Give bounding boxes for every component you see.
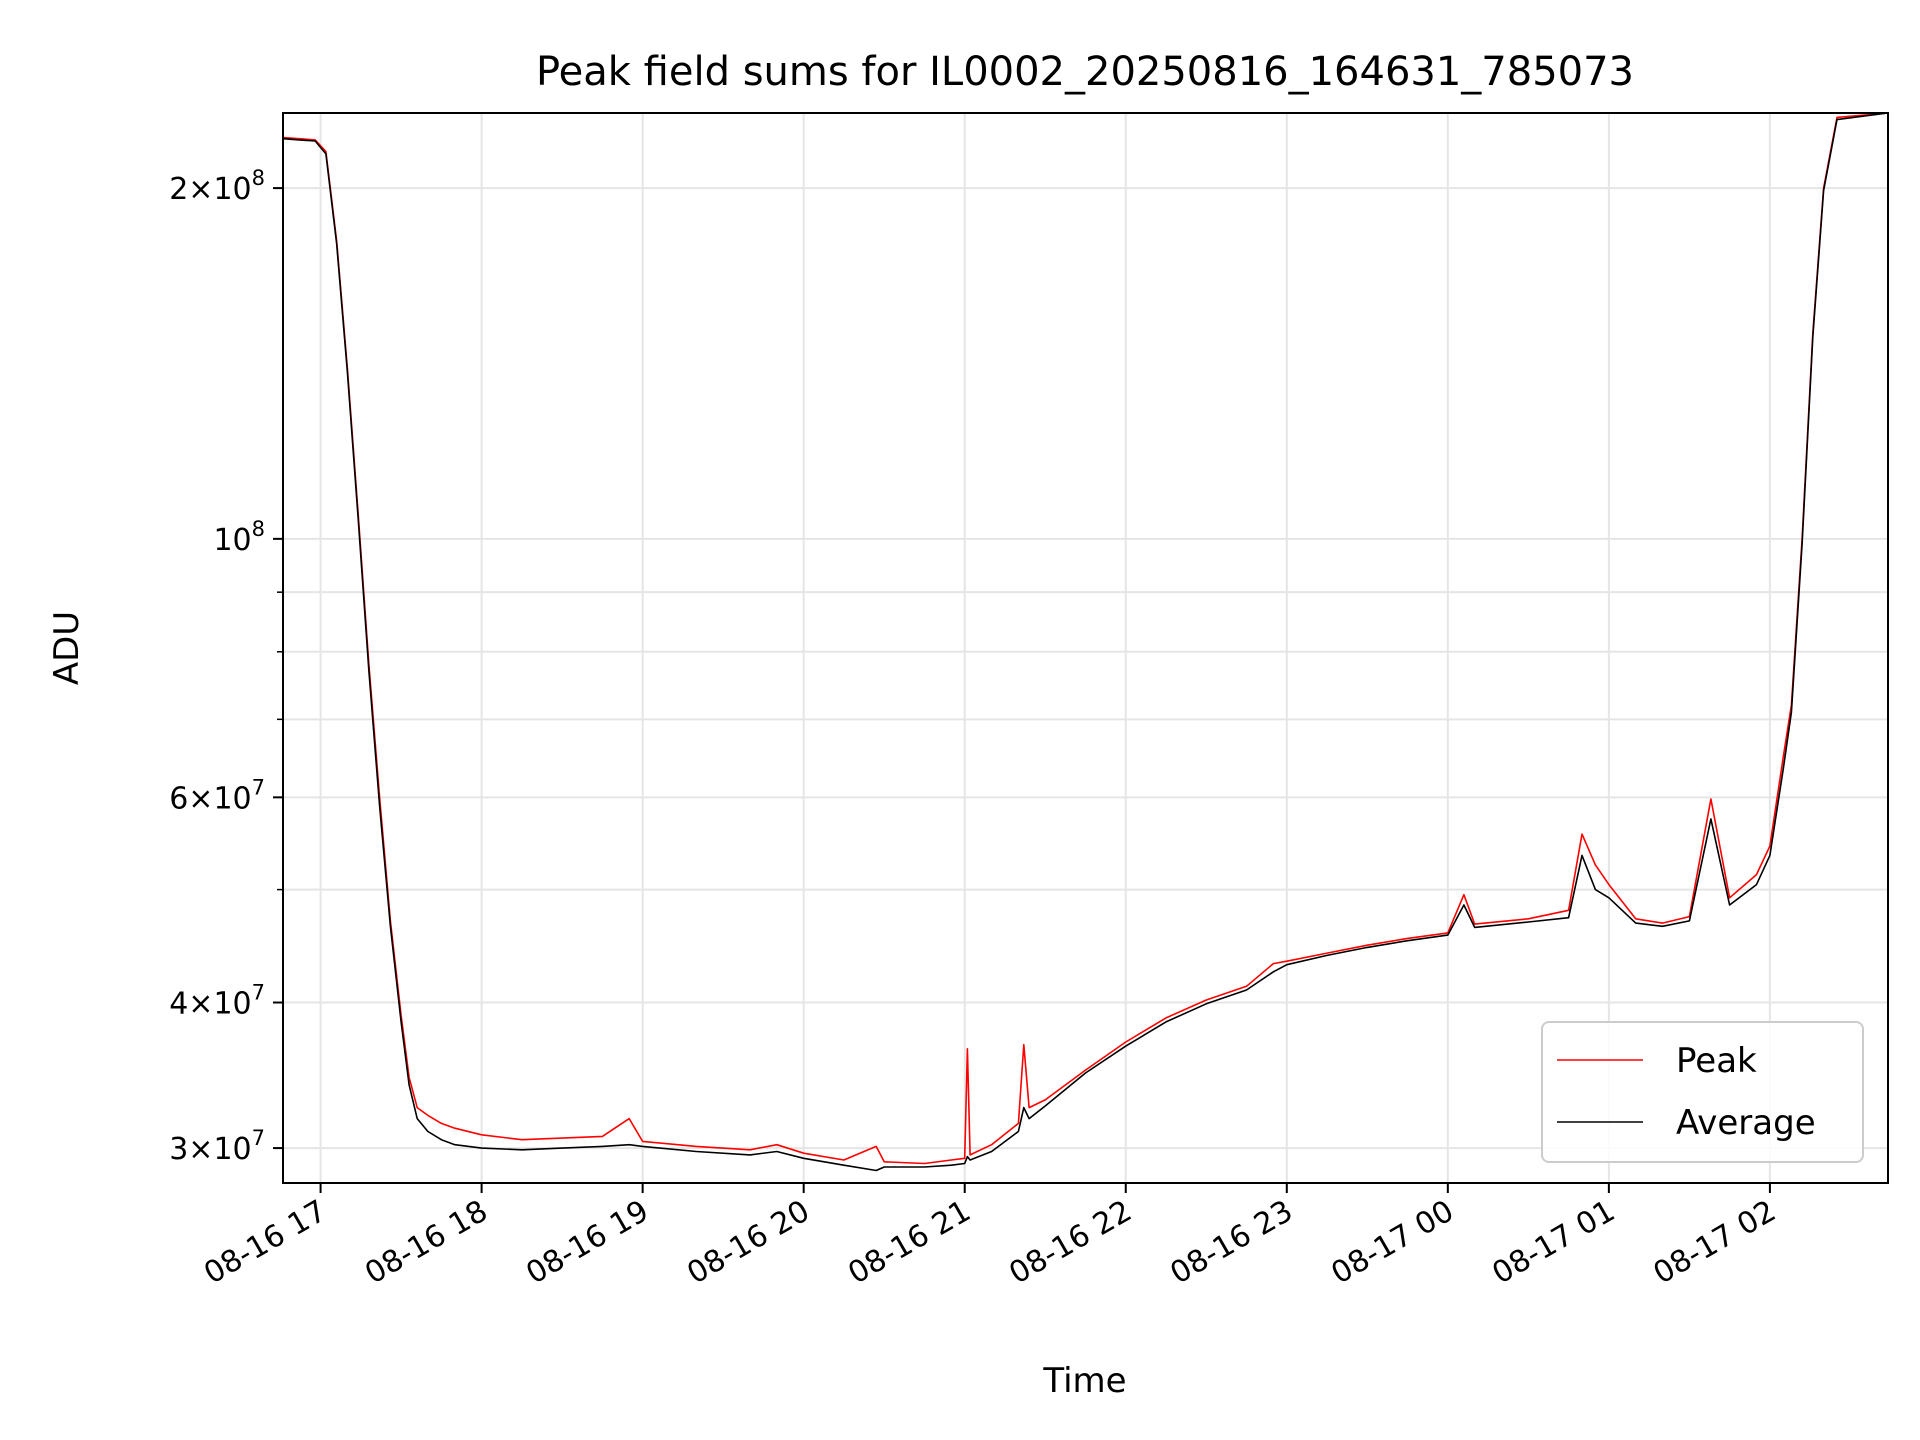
y-axis: 3×107 4×107 6×107 108 2×108 xyxy=(169,166,283,1167)
y-tick-label: 108 xyxy=(213,517,265,558)
series-line-average xyxy=(283,113,1888,1172)
y-axis-label: ADU xyxy=(47,611,87,685)
legend-label-peak: Peak xyxy=(1676,1041,1757,1081)
legend: Peak Average xyxy=(1541,1021,1864,1163)
y-tick-label: 6×107 xyxy=(169,775,265,816)
series-line-peak xyxy=(283,113,1888,1165)
y-tick-label: 3×107 xyxy=(169,1126,265,1167)
y-tick-label: 4×107 xyxy=(169,981,265,1022)
chart-title: Peak field sums for IL0002_20250816_1646… xyxy=(536,49,1634,95)
series-layer xyxy=(283,113,1888,1172)
y-tick-label: 2×108 xyxy=(169,166,265,207)
plot-frame xyxy=(282,112,1889,1184)
x-axis-label: Time xyxy=(1042,1361,1126,1401)
legend-box xyxy=(1541,1021,1864,1163)
legend-label-average: Average xyxy=(1676,1103,1816,1143)
